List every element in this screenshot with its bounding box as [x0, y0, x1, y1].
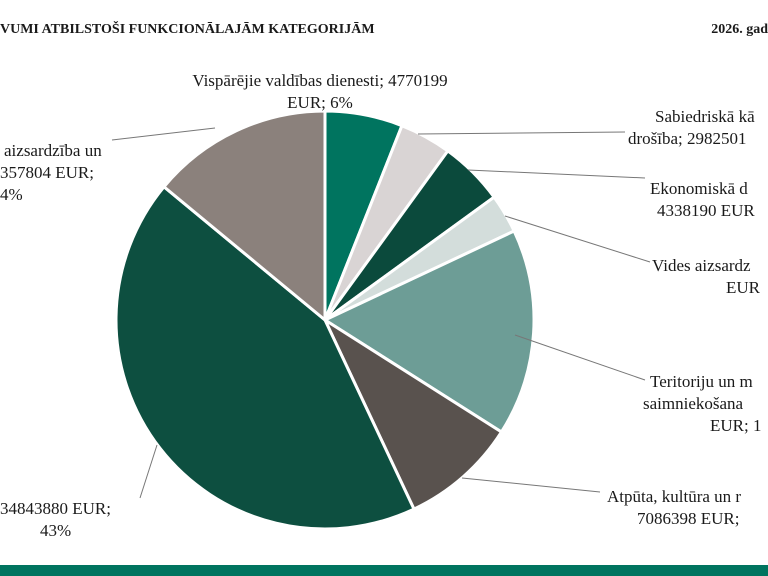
pie-slice	[114, 184, 416, 531]
data-label: Vides aizsardz	[652, 256, 751, 275]
data-label: 7086398 EUR;	[637, 509, 739, 528]
data-label: EUR	[726, 278, 761, 297]
leader-line	[111, 127, 216, 141]
data-label: 34843880 EUR;	[0, 499, 111, 518]
leader-line	[514, 334, 646, 381]
data-label: aizsardzība un	[4, 141, 102, 160]
data-label: Ekonomiskā d	[650, 179, 748, 198]
leader-line	[467, 169, 646, 179]
leader-line	[461, 477, 601, 493]
pie-slice	[321, 315, 504, 512]
data-label: saimniekošana	[643, 394, 744, 413]
data-label: 4338190 EUR	[657, 201, 755, 220]
chart-subtitle: 2026. gad	[711, 22, 768, 37]
data-label: 43%	[40, 521, 71, 540]
pie-slice	[161, 109, 327, 324]
chart-title: VUMI ATBILSTOŠI FUNKCIONĀLAJĀM KATEGORIJ…	[0, 20, 375, 37]
data-label: 357804 EUR;	[0, 163, 94, 182]
data-label: Teritoriju un m	[650, 372, 753, 391]
leader-line	[139, 444, 158, 499]
data-label: EUR; 6%	[287, 93, 353, 112]
data-label: EUR; 1	[710, 416, 761, 435]
data-label: Atpūta, kultūra un r	[607, 487, 741, 506]
data-label: drošība; 2982501	[628, 129, 747, 148]
data-label: 4%	[0, 185, 23, 204]
footer-band	[0, 565, 768, 576]
data-label: Vispārējie valdības dienesti; 4770199	[192, 71, 447, 90]
pie-slice	[321, 229, 536, 435]
leader-line	[417, 131, 626, 135]
data-label: Sabiedriskā kā	[655, 107, 755, 126]
leader-line	[504, 215, 651, 263]
